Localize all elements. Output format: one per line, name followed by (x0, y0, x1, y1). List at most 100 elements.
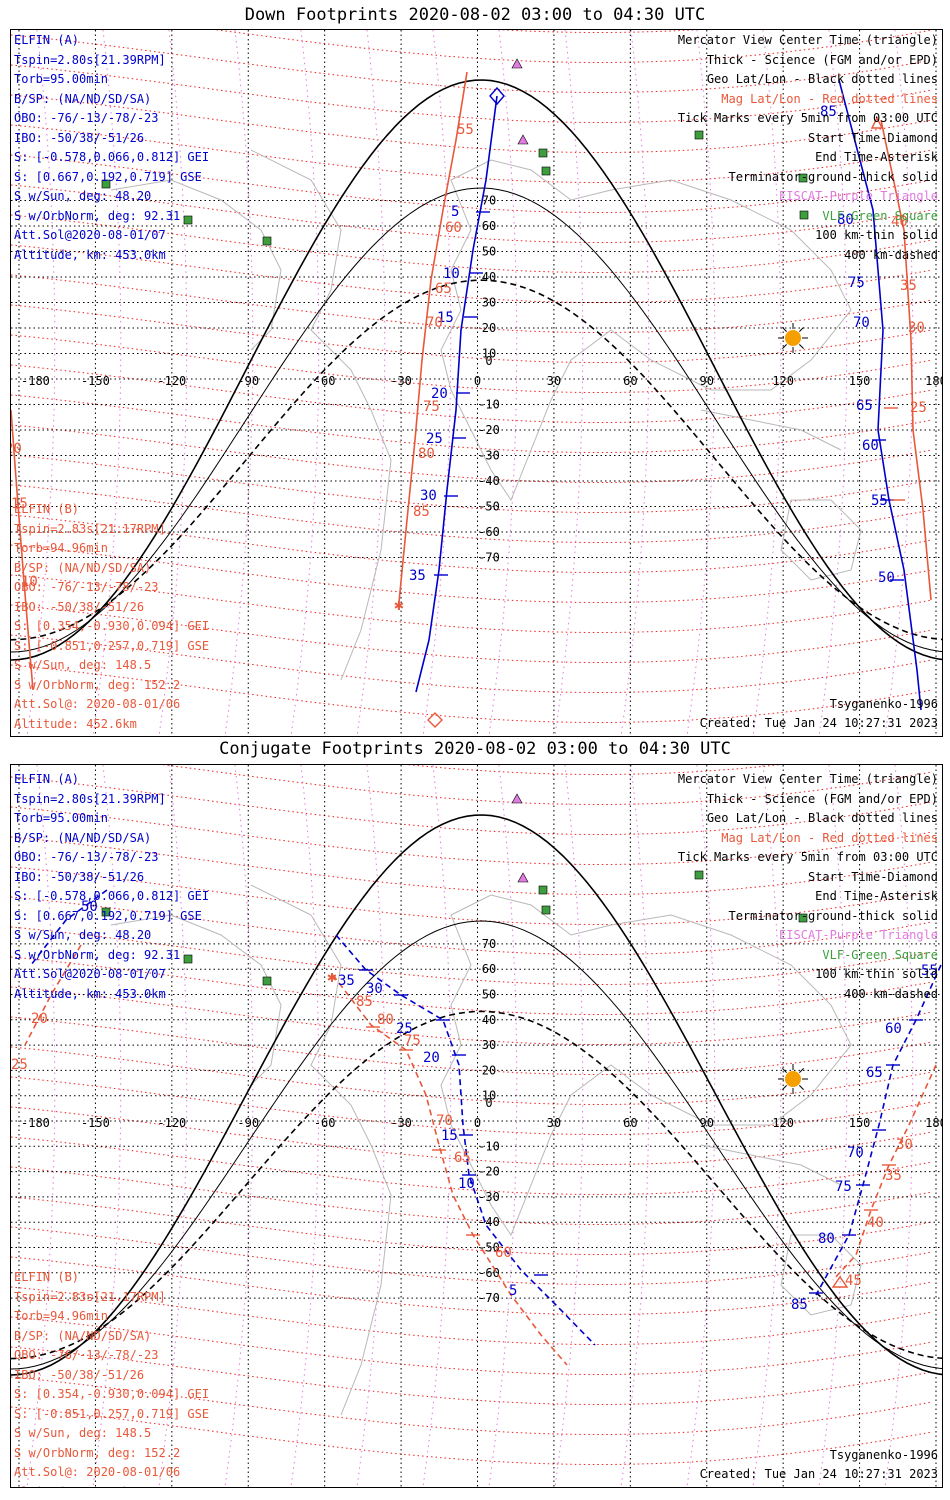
red-tick-label: 85 (413, 504, 430, 520)
lon-tick-label: -30 (390, 1116, 412, 1130)
elfin-a-line: S w/OrbNorm, deg: 92.31 (14, 208, 181, 223)
center-triangle-icon (831, 1275, 849, 1288)
bottom-map-panel: -180-150-120-90-60-300306090120150180706… (10, 764, 943, 1488)
legend-line: Tick Marks every 5min from 03:00 UTC (677, 111, 938, 125)
created-label: Created: Tue Jan 24 10:27:31 2023 (699, 716, 938, 730)
elfin-b-line: Altitude: 452.6km (14, 716, 137, 731)
elfin-a-line: Altitude, km: 453.0km (14, 247, 166, 262)
blue-tick-label: 55 (921, 963, 938, 979)
red-tick-label: 70 (436, 1113, 453, 1129)
red-tick-label: 20 (31, 1011, 48, 1027)
mag-lat-line (11, 34, 932, 93)
lat-tick-label: 50 (482, 245, 496, 259)
sun-ray (799, 344, 804, 349)
eiscat-triangle-icon (517, 134, 529, 145)
coastline (440, 894, 852, 1237)
end-asterisk-icon: ✱ (394, 595, 404, 614)
lat-tick-label: 60 (482, 962, 496, 976)
terminator-ground-line (11, 814, 942, 1376)
lon-tick-label: 0 (474, 1116, 481, 1130)
red-tick-label: 20 (11, 441, 22, 457)
lat-tick-label: 70 (482, 194, 496, 208)
sun-ray (782, 344, 787, 349)
lon-tick-label: -60 (314, 1116, 336, 1130)
lat-tick-label: 0 (485, 1096, 492, 1110)
red-tick-label: 80 (418, 446, 435, 462)
sun-ray (799, 1085, 804, 1090)
lon-tick-label: -30 (390, 374, 412, 388)
mag-lat-line (11, 896, 932, 955)
mag-lat-line (11, 836, 932, 895)
red-tick-label: 35 (900, 278, 917, 294)
blue-tick-label: 80 (837, 212, 854, 228)
mag-lat-line (11, 304, 932, 363)
blue-tick-label: 35 (338, 973, 355, 989)
sun-ray (782, 1085, 787, 1090)
lon-tick-label: 30 (547, 374, 561, 388)
lat-tick-label: -70 (478, 551, 500, 565)
lat-tick-label: -60 (478, 1266, 500, 1280)
elfin-a-down-track (415, 95, 498, 693)
red-tick-label: 35 (885, 1168, 902, 1184)
elfin-b-conj-track-west (24, 944, 82, 1046)
elfin-a-line: Torb=95.00min (14, 811, 108, 825)
mag-lat-line (11, 394, 932, 453)
mag-lat-line (11, 1376, 932, 1435)
red-tick-label: 30 (908, 320, 925, 336)
mag-lat-line (11, 334, 932, 393)
top-title: Down Footprints 2020-08-02 03:00 to 04:3… (244, 5, 706, 25)
blue-tick-label: 50 (81, 899, 98, 915)
blue-tick-label: 5 (451, 204, 459, 220)
elfin-b-line: S w/Sun, deg: 148.5 (14, 658, 152, 672)
mag-lat-line (11, 806, 932, 865)
legend-line: Terminator-ground-thick solid (728, 169, 938, 184)
vlf-square-icon (694, 130, 704, 140)
model-label: Tsyganenko-1996 (829, 697, 938, 711)
blue-tick-label: 70 (847, 1145, 864, 1161)
blue-tick-label: 60 (885, 1021, 902, 1037)
legend-line: Geo Lat/Lon - Black dotted lines (706, 72, 938, 86)
lat-tick-label: -20 (478, 1165, 500, 1179)
mag-lat-line (11, 1316, 932, 1375)
mag-lat-line (11, 1286, 932, 1345)
red-tick-label: 75 (423, 399, 440, 415)
elfin-a-down-track-east (838, 79, 922, 711)
eiscat-triangle-icon (511, 58, 523, 69)
elfin-a-conj-track (335, 934, 596, 1346)
legend-line: Mercator View Center Time (triangle) (677, 33, 938, 47)
elfin-b-conj-track-east (832, 1064, 937, 1281)
vlf-square-icon (799, 210, 809, 220)
mag-lat-line (11, 1196, 932, 1255)
blue-tick-label: 65 (866, 1065, 883, 1081)
mag-lat-line (11, 544, 932, 603)
elfin-b-line: S w/Sun, deg: 148.5 (14, 1426, 152, 1440)
blue-tick-label: 35 (409, 568, 426, 584)
blue-tick-label: 20 (431, 386, 448, 402)
legend-line: Mercator View Center Time (triangle) (677, 772, 938, 786)
vlf-square-icon (694, 870, 704, 880)
mag-lat-line (11, 124, 932, 183)
blue-tick-label: 80 (818, 1231, 835, 1247)
lon-tick-label: -60 (314, 374, 336, 388)
elfin-b-line: Tspin=2.83s[21.17RPM] (14, 521, 166, 536)
mag-lat-line (11, 1106, 932, 1165)
red-tick-label: 45 (845, 1273, 862, 1289)
lon-tick-label: -90 (237, 1116, 259, 1130)
mag-lat-line (214, 30, 932, 63)
red-tick-label: 60 (445, 220, 462, 236)
mag-lat-line (11, 514, 932, 573)
created-label: Created: Tue Jan 24 10:27:31 2023 (699, 1467, 938, 1481)
mag-lat-line (11, 154, 932, 213)
legend-line: Terminator-ground-thick solid (728, 908, 938, 923)
vlf-square-icon (262, 236, 272, 246)
top-map-canvas: -180-150-120-90-60-300306090120150180706… (11, 30, 942, 736)
mag-lat-line (11, 926, 932, 985)
elfin-a-line: Att.Sol@2020-08-01/07 (14, 967, 166, 981)
elfin-b-line: B/SP: (NA/ND/SD/SA) (14, 1328, 152, 1343)
coastline (780, 499, 862, 581)
elfin-b-line: OBO: -76/-13/-78/-23 (14, 1348, 159, 1362)
mag-lat-line (11, 1256, 932, 1315)
elfin-a-line: B/SP: (NA/ND/SD/SA) (14, 91, 152, 106)
red-tick-label: 55 (457, 122, 474, 138)
elfin-b-line: ELFIN (B) (14, 502, 80, 516)
